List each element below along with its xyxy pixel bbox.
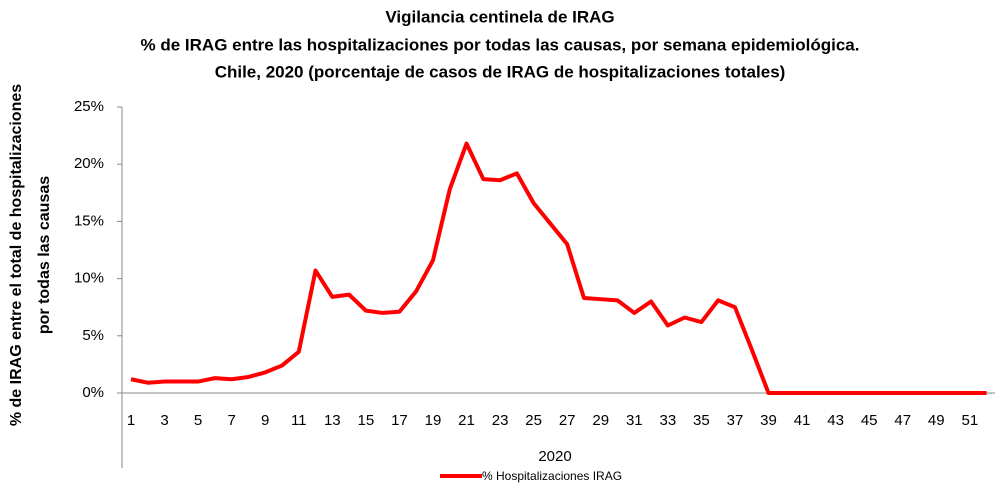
x-tick-label: 19 [425, 412, 442, 429]
x-tick-label: 9 [261, 412, 269, 429]
x-tick-label: 15 [358, 412, 375, 429]
chart-title: % de IRAG entre las hospitalizaciones po… [141, 35, 860, 54]
x-tick-label: 45 [861, 412, 878, 429]
x-tick-label: 35 [693, 412, 710, 429]
x-tick-label: 49 [928, 412, 945, 429]
x-axis-label: 2020 [538, 448, 571, 465]
y-axis-label: % de IRAG entre el total de hospitalizac… [8, 84, 25, 426]
y-tick-label: 5% [82, 327, 104, 344]
x-tick-label: 17 [391, 412, 408, 429]
line-series [130, 141, 987, 395]
x-tick-label: 5 [194, 412, 202, 429]
x-tick-label: 1 [127, 412, 135, 429]
x-tick-label: 11 [291, 412, 307, 429]
x-tick-label: 27 [559, 412, 576, 429]
x-tick-label: 3 [160, 412, 168, 429]
y-tick-label: 0% [82, 384, 104, 401]
x-tick-label: 39 [760, 412, 777, 429]
chart-title: Vigilancia centinela de IRAG [385, 7, 614, 26]
y-axis-label: por todas las causas [36, 176, 53, 334]
x-tick-label: 13 [324, 412, 341, 429]
x-tick-label: 25 [525, 412, 542, 429]
y-tick-label: 10% [74, 270, 104, 287]
x-tick-label: 37 [727, 412, 744, 429]
y-tick-label: 15% [74, 212, 104, 229]
y-tick-label: 20% [74, 155, 104, 172]
x-tick-label: 43 [827, 412, 844, 429]
x-tick-label: 23 [492, 412, 509, 429]
x-tick-label: 41 [794, 412, 811, 429]
x-tick-label: 29 [592, 412, 609, 429]
x-tick-label: 47 [894, 412, 911, 429]
legend-label: % Hospitalizaciones IRAG [482, 469, 622, 483]
x-tick-label: 51 [961, 412, 978, 429]
x-tick-label: 31 [626, 412, 643, 429]
x-tick-label: 7 [227, 412, 235, 429]
chart-title: Chile, 2020 (porcentaje de casos de IRAG… [215, 62, 786, 81]
x-tick-label: 33 [660, 412, 677, 429]
y-tick-label: 25% [74, 98, 104, 115]
x-tick-label: 21 [458, 412, 475, 429]
